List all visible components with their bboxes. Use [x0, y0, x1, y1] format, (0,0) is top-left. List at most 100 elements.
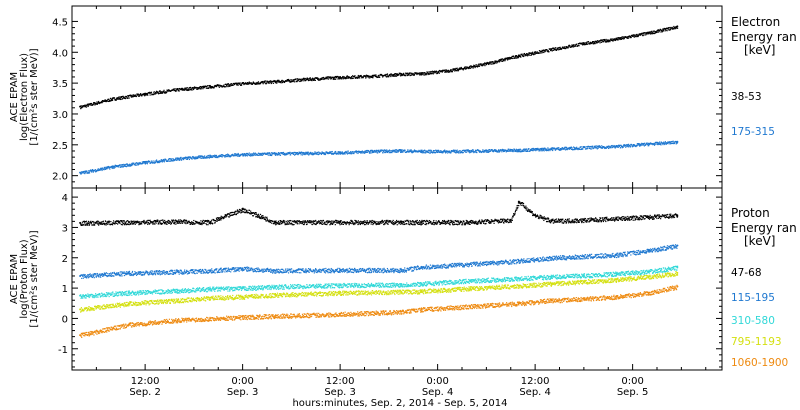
data-point: [508, 57, 510, 59]
y-axis-label: ACE EPAM: [9, 254, 20, 304]
data-point: [305, 79, 307, 81]
data-point: [444, 150, 446, 152]
data-point: [127, 95, 130, 97]
data-point: [195, 221, 197, 223]
data-point: [649, 32, 651, 34]
data-point: [124, 164, 126, 166]
data-point: [495, 60, 498, 62]
data-point: [669, 143, 672, 145]
data-point: [609, 147, 611, 149]
data-point: [577, 45, 579, 47]
data-point: [112, 222, 114, 225]
data-point: [425, 152, 427, 154]
data-point: [328, 151, 331, 153]
data-point: [479, 63, 481, 65]
data-point: [616, 146, 618, 148]
data-point: [442, 151, 444, 153]
data-point: [571, 148, 573, 151]
data-point: [187, 221, 189, 223]
data-point: [108, 222, 110, 224]
data-point: [121, 224, 123, 226]
data-point: [89, 102, 92, 105]
data-point: [250, 155, 252, 157]
data-point: [81, 221, 84, 223]
data-point: [303, 152, 305, 154]
data-point: [328, 221, 331, 223]
data-point: [103, 169, 105, 171]
data-point: [311, 153, 313, 155]
data-point: [562, 148, 565, 150]
data-point: [350, 153, 353, 155]
data-point: [294, 154, 296, 156]
data-point: [167, 221, 169, 224]
data-point: [608, 39, 610, 41]
data-point: [184, 219, 186, 221]
data-point: [330, 221, 332, 223]
data-point: [462, 69, 464, 71]
data-point: [117, 166, 119, 168]
data-point: [200, 155, 203, 157]
data-point: [215, 85, 218, 88]
data-point: [399, 149, 401, 151]
data-point: [437, 149, 439, 151]
data-point: [117, 220, 119, 222]
data-point: [612, 145, 615, 148]
data-point: [541, 148, 543, 151]
data-point: [237, 153, 240, 155]
data-point: [80, 172, 83, 174]
data-point: [193, 156, 195, 159]
data-point: [154, 223, 156, 225]
data-point: [200, 88, 202, 90]
data-point: [231, 214, 233, 216]
data-point: [237, 210, 239, 212]
data-point: [559, 149, 561, 151]
data-point: [626, 37, 628, 39]
data-point: [445, 69, 447, 71]
data-point: [470, 65, 472, 67]
data-point: [207, 220, 209, 222]
data-point: [245, 211, 247, 214]
data-point: [448, 70, 450, 72]
data-point: [357, 77, 359, 79]
data-point: [676, 25, 678, 27]
data-point: [296, 80, 298, 83]
data-point: [443, 150, 445, 152]
data-point: [655, 141, 658, 144]
data-point: [621, 37, 623, 39]
data-point: [359, 222, 361, 225]
data-point: [191, 87, 194, 89]
data-point: [108, 166, 111, 168]
data-point: [117, 164, 119, 167]
data-point: [109, 168, 111, 170]
data-point: [105, 220, 107, 223]
data-point: [425, 74, 427, 76]
data-point: [101, 168, 103, 170]
data-point: [478, 65, 481, 67]
data-point: [399, 72, 401, 75]
data-point: [409, 74, 412, 76]
data-point: [267, 82, 269, 84]
data-point: [252, 215, 254, 217]
data-point: [188, 220, 190, 222]
data-point: [452, 220, 454, 222]
data-point: [599, 146, 601, 148]
data-point: [219, 218, 221, 220]
data-point: [306, 153, 308, 155]
data-point: [370, 76, 372, 78]
data-point: [215, 156, 217, 159]
data-point: [211, 85, 213, 88]
data-point: [603, 40, 605, 42]
data-point: [274, 223, 276, 225]
data-point: [616, 38, 618, 41]
data-point: [175, 157, 177, 159]
data-point: [228, 85, 230, 87]
data-point: [373, 220, 375, 222]
data-point: [611, 144, 613, 147]
data-point: [81, 224, 83, 226]
data-point: [515, 150, 517, 152]
data-point: [351, 222, 353, 225]
data-point: [243, 209, 246, 211]
data-point: [331, 152, 333, 154]
data-point: [396, 73, 398, 75]
data-point: [384, 223, 386, 225]
